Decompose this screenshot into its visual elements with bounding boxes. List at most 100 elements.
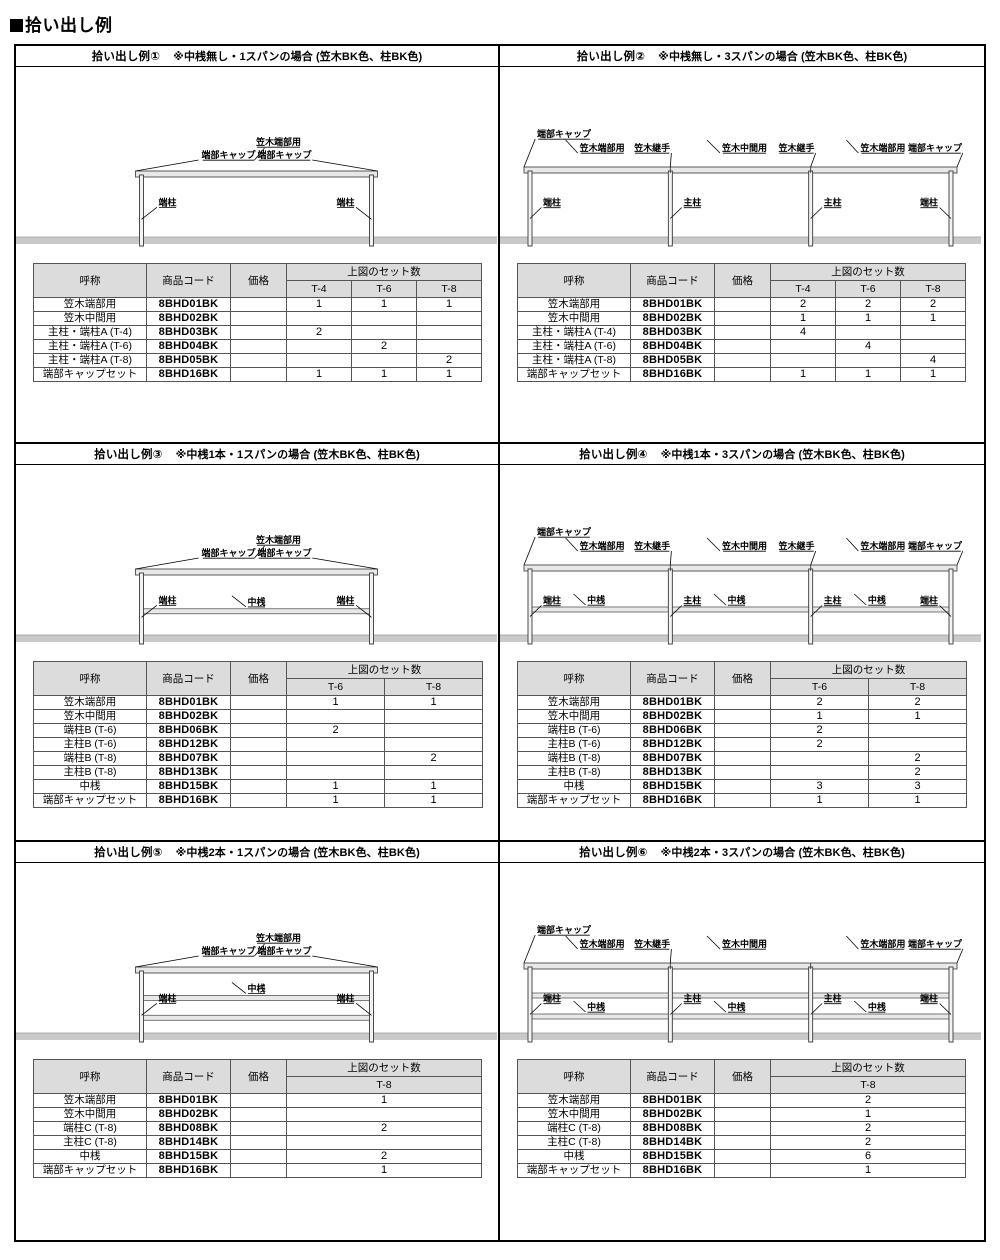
table-area-example-4: 呼称 商品コード 価格 上図のセット数 T-6 T-8 笠木端部用 8BHD01BK 2 2 笠木中… [500, 661, 984, 808]
panel-example-6: 拾い出し例⑥ ※中桟2本・3スパンの場合 (笠木BK色、柱BK色) 端部キャップ 笠木… [500, 842, 984, 1240]
label-mid-rail-3: 中桟 [868, 1001, 886, 1012]
panel-note: ※中桟1本・1スパンの場合 (笠木BK色、柱BK色) [175, 449, 420, 461]
column-header-price: 価格 [230, 263, 287, 298]
cell-qty-T-8: 2 [416, 353, 482, 368]
cell-qty-T-8: 1 [868, 709, 967, 724]
cell-qty-T-4 [770, 339, 836, 354]
cell-name: 主柱B (T-6) [33, 737, 147, 752]
label-rail-end-left: 笠木端部用 [579, 142, 625, 153]
cell-code: 8BHD06BK [630, 723, 715, 738]
parts-table-example-4: 呼称 商品コード 価格 上図のセット数 T-6 T-8 笠木端部用 8BHD01BK 2 2 笠木中… [517, 661, 967, 808]
cell-name: 端柱C (T-8) [33, 1121, 147, 1136]
parts-table-example-3: 呼称 商品コード 価格 上図のセット数 T-6 T-8 笠木端部用 8BHD01BK 1 1 笠木中… [33, 661, 483, 808]
cell-name: 端柱B (T-6) [33, 723, 147, 738]
label-rail-end: 笠木端部用 [255, 932, 301, 943]
cell-name: 端柱C (T-8) [517, 1121, 631, 1136]
cell-code: 8BHD12BK [146, 737, 231, 752]
cell-price [230, 297, 287, 312]
panel-header-example-3: 拾い出し例③ ※中桟1本・1スパンの場合 (笠木BK色、柱BK色) [16, 444, 498, 465]
column-header-price: 価格 [230, 661, 287, 696]
cell-price [714, 737, 771, 752]
cell-code: 8BHD16BK [630, 1163, 715, 1178]
panel-header-example-4: 拾い出し例④ ※中桟1本・3スパンの場合 (笠木BK色、柱BK色) [500, 444, 984, 465]
cell-price [230, 311, 287, 326]
top-rail [135, 170, 378, 178]
end-post [948, 966, 954, 1043]
cell-price [230, 793, 287, 808]
cell-name: 主柱C (T-8) [33, 1135, 147, 1150]
cell-name: 端柱B (T-8) [517, 751, 631, 766]
column-header-size-T-8: T-8 [868, 678, 967, 696]
cell-qty-T-8: 1 [770, 1107, 966, 1122]
label-mid-rail-3: 中桟 [868, 594, 886, 605]
cell-price [714, 695, 771, 710]
cell-price [714, 339, 771, 354]
cell-qty-T-6: 1 [351, 297, 417, 312]
cell-qty-T-4: 1 [286, 367, 352, 382]
panel-header-example-1: 拾い出し例① ※中桟無し・1スパンの場合 (笠木BK色、柱BK色) [16, 46, 498, 67]
cell-price [230, 1149, 287, 1164]
cell-qty-T-6 [351, 325, 417, 340]
label-rail-middle: 笠木中間用 [721, 540, 767, 551]
column-header-qty-group: 上図のセット数 [770, 1059, 966, 1077]
end-post [139, 572, 144, 645]
table-row: 端柱C (T-8) 8BHD08BK 2 [517, 1121, 966, 1136]
label-main-post-3: 主柱 [824, 595, 842, 606]
end-post [527, 966, 533, 1043]
cell-name: 主柱・端柱A (T-6) [33, 339, 147, 354]
cell-price [714, 1093, 771, 1108]
cell-name: 笠木端部用 [33, 1093, 147, 1108]
column-header-name: 呼称 [517, 263, 631, 298]
panel-title: 拾い出し例② [576, 51, 646, 63]
label-mid-rail: 中桟 [247, 596, 265, 607]
parts-table-example-2: 呼称 商品コード 価格 上図のセット数 T-4 T-6 T-8 笠木端部用 8BHD01BK 2 2… [517, 263, 966, 382]
cell-code: 8BHD12BK [630, 737, 715, 752]
column-header-size-T-6: T-6 [286, 678, 385, 696]
column-header-name: 呼称 [517, 661, 631, 696]
diagram-area-example-6: 端部キャップ 笠木端部用 笠木継手 笠木中間用 笠木端部用 端部キャップ 端柱 主柱 主柱 端柱中… [500, 863, 984, 1059]
cell-qty-T-8: 3 [868, 779, 967, 794]
cell-qty-T-8: 2 [286, 1121, 482, 1136]
cell-qty-T-6: 2 [770, 695, 869, 710]
column-header-size-T-8: T-8 [286, 1076, 482, 1094]
cell-qty-T-6: 1 [770, 793, 869, 808]
table-row: 中桟 8BHD15BK 1 1 [33, 779, 483, 794]
ground-band [500, 1033, 981, 1040]
table-row: 主柱C (T-8) 8BHD14BK [33, 1135, 482, 1150]
mid-rail-2 [529, 1013, 952, 1020]
mid-rail-2 [141, 1014, 372, 1021]
cell-price [714, 1149, 771, 1164]
cell-qty-T-8: 2 [286, 1149, 482, 1164]
cell-code: 8BHD15BK [146, 1149, 231, 1164]
diagram-area-example-4: 端部キャップ 笠木端部用 笠木継手 笠木中間用 笠木継手 笠木端部用 端部キャップ 端柱 主柱主… [500, 465, 984, 661]
table-row: 主柱・端柱A (T-6) 8BHD04BK 2 [33, 339, 482, 354]
column-header-qty-group: 上図のセット数 [286, 661, 483, 679]
panel-header-example-2: 拾い出し例② ※中桟無し・3スパンの場合 (笠木BK色、柱BK色) [500, 46, 984, 67]
table-row: 端柱C (T-8) 8BHD08BK 2 [33, 1121, 482, 1136]
panel-title: 拾い出し例④ [579, 449, 648, 461]
cell-price [230, 723, 287, 738]
label-end-post-right: 端柱 [336, 992, 354, 1003]
column-header-size-T-8: T-8 [900, 280, 966, 298]
cell-price [230, 325, 287, 340]
table-row: 笠木中間用 8BHD02BK [33, 311, 482, 326]
cell-qty-T-6 [286, 751, 385, 766]
label-end-post-1: 端柱 [543, 197, 561, 208]
cell-name: 端部キャップセット [33, 1163, 147, 1178]
label-rail-joint-right: 笠木継手 [777, 142, 814, 153]
cell-qty-T-8 [900, 339, 966, 354]
cell-code: 8BHD02BK [146, 709, 231, 724]
label-rail-end: 笠木端部用 [255, 136, 301, 147]
cell-name: 笠木端部用 [33, 297, 147, 312]
column-header-price: 価格 [714, 661, 771, 696]
label-end-post-left: 端柱 [158, 992, 176, 1003]
end-post [139, 174, 144, 247]
table-row: 笠木端部用 8BHD01BK 1 [33, 1093, 482, 1108]
label-end-cap-right: 端部キャップ [908, 540, 963, 551]
cell-qty-T-8: 1 [770, 1163, 966, 1178]
cell-qty-T-4 [286, 311, 352, 326]
cell-name: 笠木中間用 [517, 709, 631, 724]
cell-price [230, 339, 287, 354]
fence-diagram-example-2: 端部キャップ笠木端部用 笠木継手 笠木中間用 笠木継手 笠木端部用 端部キャップ端柱 主柱主… [500, 128, 981, 247]
column-header-name: 呼称 [33, 263, 147, 298]
